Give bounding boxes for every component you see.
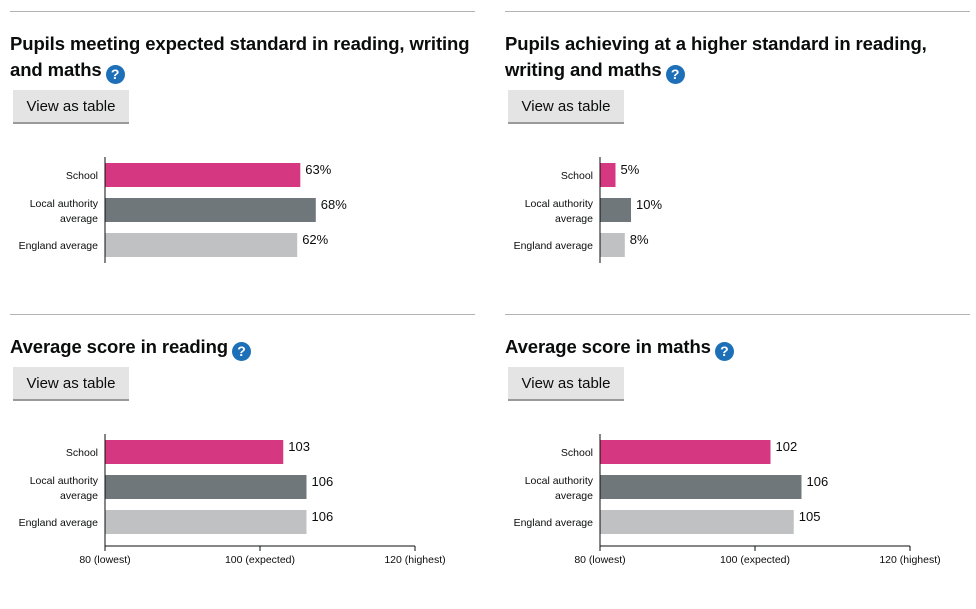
bar-chart-maths-score: 102 School 106 Local authority average 105 Eng… (514, 434, 941, 566)
bar-school (600, 440, 771, 464)
value-label: 105 (799, 509, 821, 524)
bar-england (105, 233, 298, 257)
help-icon[interactable]: ? (665, 65, 685, 84)
bar-local-authority (105, 475, 307, 499)
value-label: 102 (776, 439, 798, 454)
view-as-table-button[interactable]: View as table (13, 90, 129, 124)
category-label-local-authority: Local authority average (30, 475, 99, 502)
bar-local-authority (600, 475, 802, 499)
panel-title: Average score in reading? (10, 334, 475, 361)
bar-school (600, 163, 616, 187)
view-as-table-button[interactable]: View as table (508, 90, 624, 124)
chart-panel-maths-score: Average score in maths? View as table 10… (505, 314, 970, 609)
bar-school (105, 440, 284, 464)
category-label-school: School (561, 447, 593, 459)
divider (10, 314, 475, 315)
category-label-england: England average (19, 240, 99, 252)
category-label-local-authority: Local authority average (525, 198, 594, 225)
divider (505, 11, 970, 12)
bar-chart-higher-standard: 5% School 10% Local authority average 8% Engla… (514, 157, 662, 263)
value-label: 5% (621, 162, 640, 177)
panel-title-text: Average score in reading (10, 336, 228, 357)
bar-chart-reading-score: 103 School 106 Local authority average 106 Eng… (19, 434, 446, 566)
panel-title-text: Pupils meeting expected standard in read… (10, 33, 470, 80)
x-tick-label: 80 (lowest) (574, 554, 625, 566)
bar-chart-expected-standard: 63% School 68% Local authority average 62% Eng… (19, 157, 347, 263)
bar-england (600, 233, 625, 257)
bar-school (105, 163, 301, 187)
panel-title-text: Average score in maths (505, 336, 711, 357)
value-label: 63% (305, 162, 331, 177)
x-tick-label: 100 (expected) (720, 554, 790, 566)
bar-local-authority (600, 198, 631, 222)
chart-panel-higher-standard: Pupils achieving at a higher standard in… (505, 11, 970, 306)
x-tick-label: 80 (lowest) (79, 554, 130, 566)
chart-panel-reading-score: Average score in reading? View as table … (10, 314, 475, 609)
panel-title: Pupils meeting expected standard in read… (10, 31, 475, 84)
category-label-school: School (561, 170, 593, 182)
bar-england (600, 510, 794, 534)
value-label: 103 (288, 439, 310, 454)
value-label: 68% (321, 197, 347, 212)
value-label: 62% (302, 232, 328, 247)
category-label-school: School (66, 447, 98, 459)
help-icon[interactable]: ? (231, 342, 251, 361)
panel-title-text: Pupils achieving at a higher standard in… (505, 33, 927, 80)
category-label-school: School (66, 170, 98, 182)
x-tick-label: 120 (highest) (879, 554, 940, 566)
x-tick-label: 100 (expected) (225, 554, 295, 566)
panel-title: Average score in maths? (505, 334, 970, 361)
chart-panel-expected-standard: Pupils meeting expected standard in read… (10, 11, 475, 306)
value-label: 106 (312, 509, 334, 524)
value-label: 10% (636, 197, 662, 212)
value-label: 106 (807, 474, 829, 489)
divider (505, 314, 970, 315)
help-icon[interactable]: ? (714, 342, 734, 361)
category-label-england: England average (514, 240, 594, 252)
x-tick-label: 120 (highest) (384, 554, 445, 566)
panel-title: Pupils achieving at a higher standard in… (505, 31, 970, 84)
value-label: 106 (312, 474, 334, 489)
category-label-local-authority: Local authority average (525, 475, 594, 502)
value-label: 8% (630, 232, 649, 247)
bar-local-authority (105, 198, 316, 222)
category-label-england: England average (514, 517, 594, 529)
help-icon[interactable]: ? (105, 65, 125, 84)
view-as-table-button[interactable]: View as table (508, 367, 624, 401)
category-label-england: England average (19, 517, 99, 529)
bar-england (105, 510, 307, 534)
divider (10, 11, 475, 12)
view-as-table-button[interactable]: View as table (13, 367, 129, 401)
category-label-local-authority: Local authority average (30, 198, 99, 225)
